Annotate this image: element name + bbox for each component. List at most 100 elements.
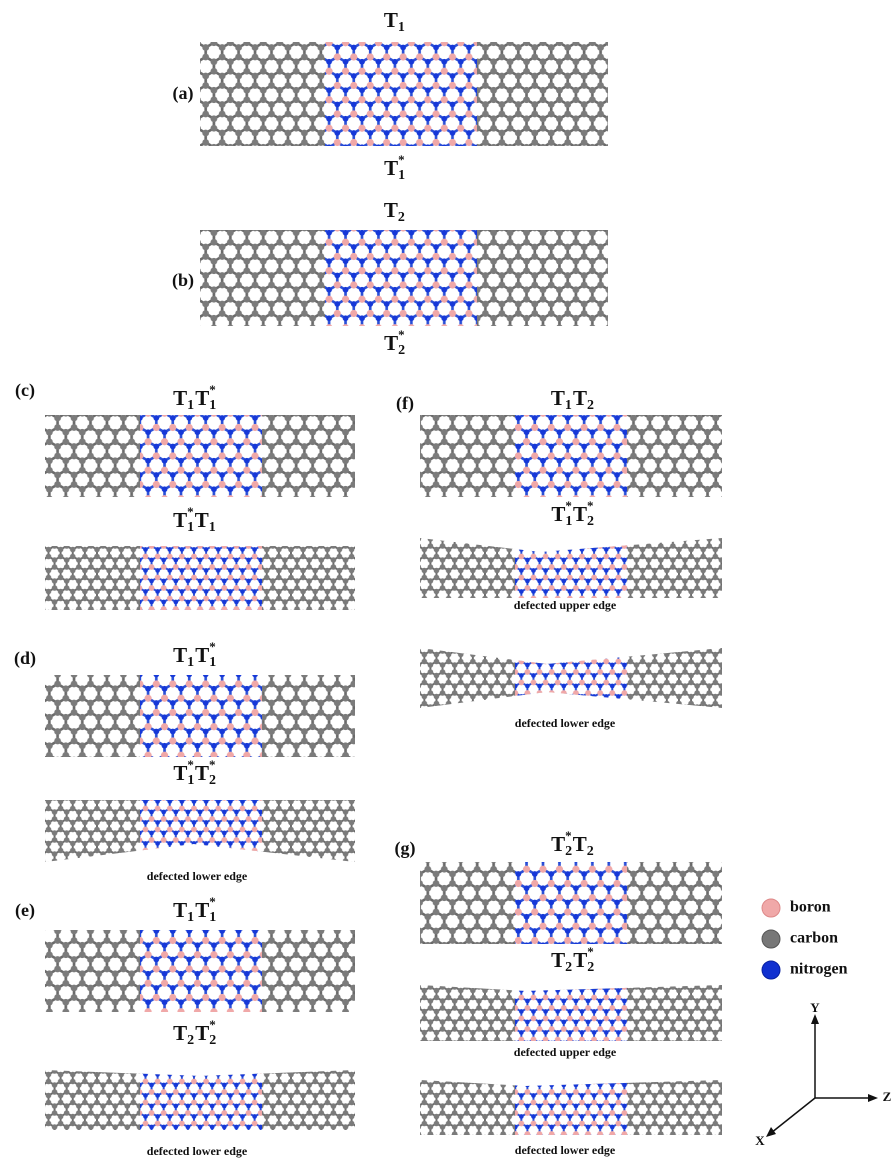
caption: defected lower edge: [515, 716, 616, 730]
figure: (a) T1 T1* (b) T2 T2* (c) T1 T1* T1* T1 …: [0, 0, 896, 1161]
formula-base: T: [195, 1021, 209, 1045]
axes-triad: [766, 1014, 878, 1137]
formula-base: T: [195, 643, 209, 667]
caption: defected upper edge: [514, 1045, 617, 1059]
caption: defected upper edge: [514, 598, 617, 612]
nanotube: [420, 985, 722, 1041]
formula-sub: 1: [187, 910, 194, 925]
edge-label: T2: [384, 198, 406, 225]
spacer: [594, 508, 595, 523]
nanoribbon: [420, 415, 722, 497]
legend-label: boron: [790, 899, 831, 916]
formula-base: T: [173, 1021, 187, 1045]
bn-region: [515, 648, 627, 708]
boron-swatch: [762, 899, 780, 917]
spacer: [216, 392, 217, 407]
formula-base: T: [551, 948, 565, 972]
nanoribbon: [200, 230, 608, 326]
axis-label: Y: [810, 1000, 820, 1015]
formula-base: T: [195, 386, 209, 410]
spacer: [405, 337, 406, 352]
bn-region: [140, 546, 262, 610]
formula-base: T: [573, 386, 587, 410]
nanotube: [45, 546, 355, 610]
formula-base: T: [195, 898, 209, 922]
nanoribbon: [420, 862, 722, 944]
nanotube: [45, 800, 355, 862]
spacer: [216, 904, 217, 919]
edge-label: T2 T2*: [173, 1017, 217, 1048]
panel-label: (c): [15, 380, 35, 401]
formula-base: T: [173, 761, 187, 785]
formula-base: T: [384, 156, 398, 180]
legend-label: nitrogen: [790, 961, 848, 978]
edge-label: T1 T1*: [173, 639, 217, 670]
nanotube: [420, 1080, 722, 1135]
formula-base: T: [551, 502, 565, 526]
spacer: [216, 649, 217, 664]
formula-sub: 1: [187, 398, 194, 413]
edge-label: T1* T1: [173, 504, 217, 535]
edge-label: T2* T2: [551, 828, 595, 859]
nitrogen-swatch: [762, 961, 780, 979]
spacer: [216, 1027, 217, 1042]
edge-label: T1: [384, 8, 406, 35]
nanoribbon: [45, 415, 355, 497]
bn-region: [140, 800, 262, 862]
bn-region: [140, 415, 262, 497]
formula-sub: 1: [398, 20, 405, 35]
formula-base: T: [573, 502, 587, 526]
nanoribbon: [200, 42, 608, 146]
formula-base: T: [384, 8, 398, 32]
bn-region: [515, 415, 627, 497]
spacer: [594, 954, 595, 969]
formula-base: T: [384, 198, 398, 222]
spacer: [216, 514, 217, 529]
axis-label: Z: [883, 1089, 892, 1104]
formula-base: T: [173, 508, 187, 532]
bn-region: [515, 985, 627, 1041]
panel-label: (f): [396, 393, 414, 414]
spacer: [405, 162, 406, 177]
axis-label: X: [755, 1133, 765, 1148]
bn-region: [140, 930, 262, 1012]
legend: boron carbon nitrogen: [762, 899, 848, 979]
nanotube: [420, 538, 722, 598]
panel-label: (b): [172, 270, 194, 291]
formula-base: T: [573, 832, 587, 856]
formula-sub: 2: [187, 1033, 194, 1048]
formula-sub: 1: [209, 520, 216, 535]
formula-sub: 2: [587, 844, 594, 859]
arrow-head: [811, 1014, 819, 1024]
bn-region: [515, 1080, 627, 1135]
carbon-swatch: [762, 930, 780, 948]
edge-label: T2 T2*: [551, 944, 595, 975]
edge-label: T2*: [384, 327, 406, 358]
formula-base: T: [573, 948, 587, 972]
formula-sub: 2: [565, 960, 572, 975]
formula-base: T: [195, 761, 209, 785]
formula-base: T: [195, 508, 209, 532]
bn-region: [325, 42, 477, 146]
caption: defected lower edge: [515, 1143, 616, 1157]
nanoribbon: [45, 675, 355, 757]
caption: defected lower edge: [147, 869, 248, 883]
formula-base: T: [384, 331, 398, 355]
arrow-head: [766, 1127, 776, 1137]
edge-label: T1 T1*: [173, 894, 217, 925]
panel-label: (a): [173, 83, 194, 104]
edge-label: T1*: [384, 152, 406, 183]
legend-label: carbon: [790, 930, 838, 947]
bn-region: [515, 538, 627, 598]
edge-label: T1 T2: [551, 386, 595, 413]
arrow-head: [868, 1094, 878, 1102]
x-axis-arrow: [771, 1098, 815, 1133]
nanotube: [45, 1070, 355, 1130]
edge-label: T1* T2*: [551, 498, 594, 529]
formula-sub: 1: [187, 655, 194, 670]
formula-base: T: [173, 386, 187, 410]
formula-base: T: [551, 386, 565, 410]
nanotube: [420, 648, 722, 708]
formula-sub: 1: [565, 398, 572, 413]
bn-region: [515, 862, 627, 944]
